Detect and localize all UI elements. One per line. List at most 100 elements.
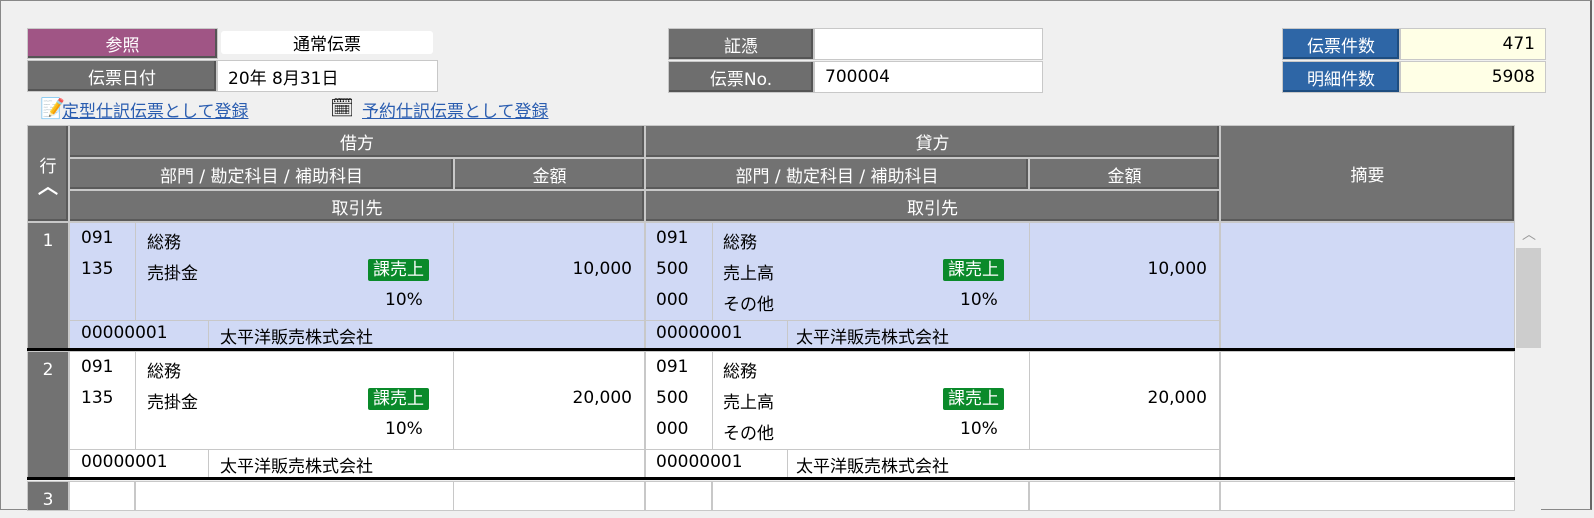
- detail-count-label: 明細件数: [1282, 61, 1400, 93]
- ref-value[interactable]: 通常伝票: [221, 31, 433, 55]
- credit-partner-name: 太平洋販売株式会社: [796, 457, 949, 477]
- edit-document-icon[interactable]: 📝: [40, 96, 65, 120]
- debit-dept: 総務: [147, 362, 181, 382]
- debit-tax-rate: 10%: [385, 290, 423, 310]
- debit-account: 売掛金: [147, 393, 198, 413]
- credit-account: 売上高: [723, 264, 774, 284]
- voucher-count-label: 伝票件数: [1282, 28, 1400, 60]
- credit-header: 貸方: [645, 125, 1220, 158]
- credit-partner-name: 太平洋販売株式会社: [796, 328, 949, 348]
- debit-partner-code: 00000001: [81, 452, 168, 472]
- credit-sub: その他: [723, 295, 774, 315]
- debit-partner-header: 取引先: [69, 190, 645, 222]
- register-template-link[interactable]: 定型仕訳伝票として登録: [62, 102, 249, 122]
- credit-cell[interactable]: [645, 222, 1220, 349]
- empty-cell[interactable]: [453, 481, 645, 511]
- chevron-up-icon[interactable]: ︿: [38, 174, 58, 198]
- empty-cell[interactable]: [712, 481, 1029, 511]
- row-number[interactable]: 3: [27, 481, 69, 511]
- evidence-input[interactable]: [814, 28, 1043, 60]
- empty-cell[interactable]: [135, 481, 454, 511]
- divider: [1029, 222, 1030, 320]
- credit-sub: その他: [723, 424, 774, 444]
- debit-amount-header: 金額: [454, 158, 645, 190]
- row-header[interactable]: 行 ︿: [27, 125, 69, 222]
- credit-cell[interactable]: [645, 351, 1220, 478]
- credit-partner-code: 00000001: [656, 323, 743, 343]
- divider: [135, 351, 136, 449]
- detail-count-value: 5908: [1400, 61, 1546, 93]
- voucher-no-input[interactable]: 700004: [814, 61, 1043, 93]
- date-label: 伝票日付: [27, 60, 217, 92]
- debit-account-code: 135: [81, 259, 114, 279]
- empty-cell[interactable]: [645, 481, 712, 511]
- memo-cell[interactable]: [1220, 222, 1515, 349]
- credit-tax-badge: 課売上: [943, 259, 1004, 281]
- voucher-count-value: 471: [1400, 28, 1546, 60]
- divider: [645, 320, 1220, 321]
- credit-tax-rate: 10%: [960, 419, 998, 439]
- scroll-up-arrow-icon[interactable]: ︿: [1522, 227, 1536, 243]
- evidence-label: 証憑: [668, 28, 814, 60]
- divider: [787, 449, 788, 478]
- credit-sub-code: 000: [656, 290, 689, 310]
- empty-cell[interactable]: [69, 481, 135, 511]
- row-separator: [27, 348, 1515, 351]
- credit-dept: 総務: [723, 233, 757, 253]
- row-number[interactable]: 2: [27, 351, 69, 478]
- debit-partner-name: 太平洋販売株式会社: [220, 328, 373, 348]
- credit-amount: 10,000: [1147, 259, 1207, 279]
- debit-cell[interactable]: [69, 222, 645, 349]
- divider: [712, 222, 713, 320]
- row-number[interactable]: 1: [27, 222, 69, 349]
- empty-cell[interactable]: [1029, 481, 1220, 511]
- memo-cell[interactable]: [1220, 351, 1515, 478]
- divider: [712, 351, 713, 449]
- divider: [208, 449, 209, 478]
- credit-account-header: 部門 / 勘定科目 / 補助科目: [645, 158, 1029, 190]
- debit-amount: 20,000: [572, 388, 632, 408]
- row-separator: [27, 477, 1515, 480]
- debit-account-header: 部門 / 勘定科目 / 補助科目: [69, 158, 454, 190]
- divider: [135, 222, 136, 320]
- divider: [1029, 351, 1030, 449]
- vertical-scrollbar[interactable]: ︿: [1515, 222, 1541, 510]
- scrollbar-thumb[interactable]: [1516, 248, 1541, 348]
- credit-dept-code: 091: [656, 228, 689, 248]
- debit-partner-name: 太平洋販売株式会社: [220, 457, 373, 477]
- divider: [787, 320, 788, 349]
- register-reserve-link[interactable]: 予約仕訳伝票として登録: [362, 102, 549, 122]
- credit-amount-header: 金額: [1029, 158, 1220, 190]
- debit-header: 借方: [69, 125, 645, 158]
- credit-account: 売上高: [723, 393, 774, 413]
- debit-cell[interactable]: [69, 351, 645, 478]
- memo-header: 摘要: [1220, 125, 1515, 222]
- credit-account-code: 500: [656, 259, 689, 279]
- credit-tax-badge: 課売上: [943, 388, 1004, 410]
- debit-amount: 10,000: [572, 259, 632, 279]
- credit-dept: 総務: [723, 362, 757, 382]
- credit-account-code: 500: [656, 388, 689, 408]
- credit-sub-code: 000: [656, 419, 689, 439]
- empty-cell[interactable]: [1220, 481, 1515, 511]
- debit-partner-code: 00000001: [81, 323, 168, 343]
- debit-tax-rate: 10%: [385, 419, 423, 439]
- debit-account: 売掛金: [147, 264, 198, 284]
- debit-tax-badge: 課売上: [368, 259, 429, 281]
- debit-account-code: 135: [81, 388, 114, 408]
- credit-tax-rate: 10%: [960, 290, 998, 310]
- credit-dept-code: 091: [656, 357, 689, 377]
- date-input[interactable]: 20年 8月31日: [217, 60, 438, 92]
- divider: [69, 449, 645, 450]
- divider: [69, 320, 645, 321]
- divider: [208, 320, 209, 349]
- calendar-icon[interactable]: 🗓: [330, 97, 355, 119]
- credit-partner-code: 00000001: [656, 452, 743, 472]
- divider: [453, 351, 454, 449]
- debit-dept-code: 091: [81, 228, 114, 248]
- debit-dept: 総務: [147, 233, 181, 253]
- debit-tax-badge: 課売上: [368, 388, 429, 410]
- divider: [645, 449, 1220, 450]
- credit-partner-header: 取引先: [645, 190, 1220, 222]
- debit-dept-code: 091: [81, 357, 114, 377]
